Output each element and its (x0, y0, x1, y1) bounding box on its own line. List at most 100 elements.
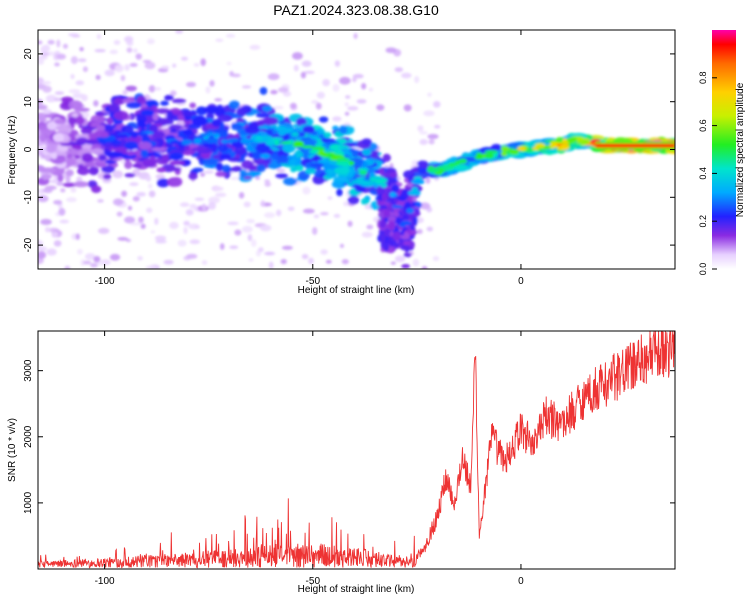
spectrogram-cell (488, 146, 502, 151)
spectrogram-cell (68, 100, 83, 110)
spectrogram-cell (338, 138, 347, 144)
snr-frame (37, 330, 676, 570)
spectrogram-cell (434, 124, 441, 129)
snr-panel: -100 -50 0 1000 2000 3000 Height of straight… (7, 330, 676, 595)
spectrogram-cell (241, 225, 253, 233)
spectrogram-cell (419, 131, 429, 135)
spectrogram-cell (140, 223, 146, 229)
snr-line (38, 331, 675, 569)
spectrogram-cell (183, 226, 188, 235)
spectrogram-cell (245, 170, 262, 177)
spectrogram-cell (361, 138, 372, 146)
spectrogram-cell (302, 125, 315, 134)
spectrogram-cell (389, 172, 398, 178)
spectrogram-cell (126, 47, 133, 53)
spectrogram-cell (71, 144, 83, 150)
spectrogram-cell (227, 157, 241, 162)
spectrogram-cell (412, 258, 420, 267)
spectrogram-cell (263, 212, 276, 218)
spectrogram-cell (393, 211, 400, 217)
spectrogram-cell (172, 107, 180, 113)
snr-background (38, 331, 675, 569)
spectrogram-cell (301, 253, 309, 260)
colorbar-ticks: 0.0 0.2 0.4 0.6 0.8 (698, 72, 717, 276)
spectrogram-cell (145, 175, 152, 182)
spectrogram-cell (47, 39, 55, 45)
spectrogram-cell (185, 209, 194, 216)
spectrogram-cell (90, 121, 101, 128)
spectrogram-cell (280, 141, 293, 145)
spectrogram-cell (95, 137, 106, 141)
spectrogram-cell (39, 128, 56, 135)
spectrogram-cell (200, 58, 206, 67)
spectrogram-cell (260, 200, 266, 207)
spectrogram-cell (334, 166, 350, 175)
spectrogram-cell (56, 53, 66, 60)
spectrogram-cell (293, 64, 299, 72)
spectrogram-cell (403, 232, 410, 240)
spectrogram-cell (209, 80, 215, 87)
spectrogram-cell (140, 109, 155, 116)
spectrogram-cell (275, 209, 282, 217)
spectrogram-cell (54, 91, 65, 95)
spectrogram-cell (177, 146, 185, 152)
spectrogram-cell (82, 260, 92, 265)
spectrogram-cell (308, 257, 314, 265)
spectrogram-cell (312, 227, 318, 235)
spectrogram-cell (114, 64, 124, 73)
spectrogram-cell (205, 137, 220, 144)
spectrogram-cell (75, 80, 85, 86)
spectrogram-cell (270, 89, 278, 95)
colorbar-tick-label: 0.0 (698, 263, 708, 276)
spectrogram-cell (275, 173, 288, 179)
spectrogram-cell (148, 124, 158, 134)
spectrogram-cell (400, 220, 412, 226)
spectrogram-cell (60, 188, 66, 193)
spectrogram-cell (64, 265, 71, 269)
spectrogram-cell (336, 188, 343, 197)
spectrogram-cell (126, 151, 135, 156)
spectrogram-cell (215, 171, 227, 177)
spectrogram-cell (76, 248, 83, 255)
spectrogram-cell (81, 94, 88, 102)
spectrogram-cell (54, 62, 60, 67)
spectrogram-cell (212, 186, 224, 192)
spectrogram-cell (179, 202, 190, 207)
spectrogram-cell (109, 49, 118, 55)
spectrogram-cell (534, 143, 546, 148)
spectrogram-cell (244, 125, 260, 135)
spectrogram-cell (127, 131, 142, 136)
colorbar-label: Normalized spectral amplitude (735, 82, 746, 217)
spectrogram-cell (113, 40, 121, 45)
spectrogram-cell (98, 154, 107, 161)
spectrogram-cell (236, 107, 247, 117)
spectrogram-cell (311, 100, 319, 104)
spectrogram-cell (302, 208, 315, 214)
spectrogram-cell (112, 170, 124, 179)
spectrogram-cell (215, 192, 227, 198)
spectrogram-cell (219, 243, 225, 250)
spectrogram-cell (45, 143, 57, 154)
spectrogram-cell (106, 117, 114, 125)
spectrogram-cell (136, 120, 146, 128)
spectrogram-cell (385, 47, 397, 54)
spectrogram-cell (255, 144, 271, 153)
spectrogram-cell (169, 221, 179, 230)
spectrogram-cell (576, 137, 585, 141)
spectrogram-cell (234, 145, 247, 156)
spectrogram-cell (120, 74, 126, 82)
spectrogram-cell (313, 214, 320, 219)
spectrogram-cell (293, 140, 305, 147)
spectrogram-cell (301, 145, 315, 149)
snr-y-tick-label: 2000 (23, 425, 34, 448)
spectrogram-cell (334, 60, 341, 67)
spectrogram-cell (356, 99, 367, 104)
spectrogram-cell (208, 201, 216, 210)
spectrogram-cell (201, 260, 208, 265)
spectrogram-cell (595, 143, 675, 148)
spectrogram-cell (447, 162, 458, 167)
spectrogram-cell (458, 158, 468, 164)
spectrogram-cell (259, 224, 272, 232)
spectrogram-cell (74, 115, 85, 125)
spectrogram-cell (65, 157, 76, 166)
